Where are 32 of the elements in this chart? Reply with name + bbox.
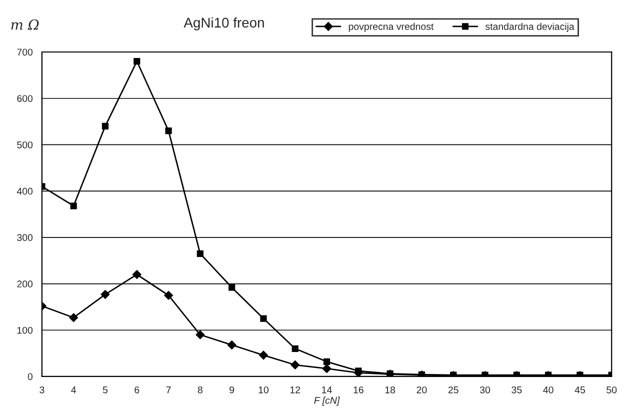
legend-label: povprecna vrednost [348, 22, 434, 32]
x-tick-label: 40 [543, 386, 554, 394]
y-tick-label: 600 [17, 95, 33, 102]
y-tick-label: 0 [28, 373, 33, 380]
x-tick-label: 16 [354, 386, 364, 394]
x-tick-label: 9 [230, 386, 234, 394]
x-tick-label: 30 [480, 386, 490, 394]
x-tick-label: 3 [40, 386, 44, 394]
legend-label: standardna deviacija [485, 22, 574, 32]
chart-title: AgNi10 freon [184, 17, 264, 30]
x-tick-label: 8 [198, 386, 202, 394]
y-tick-label: 100 [17, 326, 33, 334]
x-tick-label: 12 [290, 386, 300, 394]
x-tick-label: 50 [606, 386, 617, 394]
x-axis-title: F [cN] [314, 396, 340, 406]
x-tick-label: 6 [134, 386, 140, 394]
x-tick-label: 25 [448, 386, 458, 394]
y-tick-label: 400 [16, 188, 33, 195]
x-tick-label: 18 [385, 386, 396, 394]
y-tick-label: 700 [17, 48, 33, 56]
x-tick-label: 35 [512, 386, 522, 394]
x-tick-label: 7 [166, 386, 171, 394]
y-tick-label: 200 [17, 280, 33, 288]
x-tick-label: 10 [258, 386, 269, 394]
y-tick-label: 300 [17, 234, 33, 242]
x-tick-label: 45 [574, 386, 585, 394]
y-tick-label: 500 [17, 141, 33, 148]
x-tick-label: 4 [71, 386, 76, 394]
y-axis-title: m Ω [11, 19, 39, 30]
x-tick-label: 5 [102, 386, 108, 394]
x-tick-label: 14 [322, 386, 332, 394]
x-tick-label: 20 [416, 386, 427, 394]
